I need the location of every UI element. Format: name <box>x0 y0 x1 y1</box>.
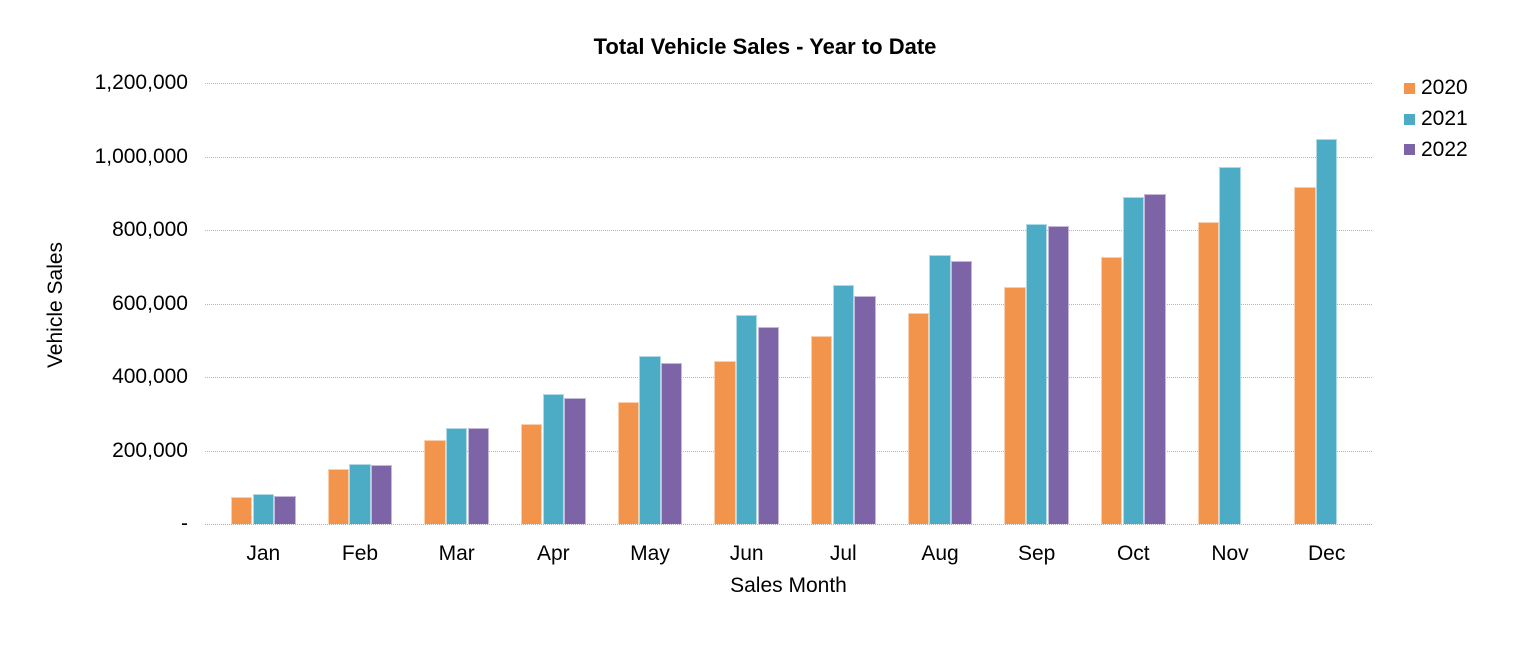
y-tick-label: 1,000,000 <box>94 144 188 168</box>
bar-2021-may <box>639 356 661 524</box>
bar-2022-may <box>660 363 683 524</box>
chart-title: Total Vehicle Sales - Year to Date <box>593 34 937 59</box>
bar-2021-dec <box>1315 138 1338 524</box>
y-tick-label: 400,000 <box>112 365 188 388</box>
bar-2021-sep <box>1025 223 1048 524</box>
x-tick-label-may: May <box>630 542 670 565</box>
bar-2022-jan <box>274 496 296 524</box>
x-tick-label-apr: Apr <box>536 542 570 565</box>
x-tick-label-feb: Feb <box>341 542 379 565</box>
bar-2021-aug <box>929 254 951 524</box>
bar-2021-jun <box>735 315 758 524</box>
legend-item-2022: 2022 <box>1404 134 1468 165</box>
bar-2020-jun <box>714 361 736 524</box>
legend-label: 2022 <box>1421 137 1468 161</box>
y-tick-label: 600,000 <box>112 291 188 315</box>
y-tick-label: 200,000 <box>112 438 188 462</box>
x-tick-label-jul: Jul <box>829 542 857 565</box>
bar-2021-jul <box>832 285 855 524</box>
gridline <box>205 450 1372 452</box>
bar-2022-jun <box>757 327 780 524</box>
legend-item-2021: 2021 <box>1404 104 1468 135</box>
bar-2022-jul <box>854 296 876 524</box>
x-tick-label-oct: Oct <box>1116 542 1150 565</box>
bar-2022-apr <box>564 397 586 524</box>
bar-2020-apr <box>520 424 543 524</box>
legend-label: 2020 <box>1421 76 1468 100</box>
bar-2021-mar <box>445 428 468 524</box>
bar-2020-dec <box>1294 187 1316 524</box>
bar-2021-feb <box>349 464 371 524</box>
bar-2020-nov <box>1197 222 1220 524</box>
gridline <box>205 303 1372 305</box>
x-tick-label-jun: Jun <box>729 542 764 565</box>
bar-2022-feb <box>370 465 393 524</box>
x-tick-label-mar: Mar <box>438 542 475 565</box>
x-axis-title: Sales Month <box>730 574 847 597</box>
bar-2021-jan <box>252 494 275 524</box>
gridline <box>205 230 1372 231</box>
gridline <box>205 83 1372 84</box>
bar-2021-nov <box>1219 167 1241 524</box>
legend-swatch-icon <box>1404 82 1415 94</box>
legend: 2020 2021 2022 <box>1404 73 1468 165</box>
y-tick-label: 1,200,000 <box>94 71 188 94</box>
x-tick-label-aug: Aug <box>921 542 959 565</box>
legend-label: 2021 <box>1421 107 1468 131</box>
x-tick-label-nov: Nov <box>1211 542 1249 565</box>
bar-2020-feb <box>327 468 350 524</box>
bar-2020-oct <box>1100 256 1123 524</box>
bar-2022-oct <box>1144 194 1166 524</box>
bar-2020-jan <box>230 497 253 524</box>
legend-swatch-icon <box>1404 113 1415 125</box>
legend-item-2020: 2020 <box>1404 73 1468 104</box>
bar-2020-mar <box>424 439 446 524</box>
bar-2020-aug <box>907 313 930 524</box>
x-axis-line <box>205 524 1372 525</box>
bar-2022-sep <box>1047 225 1070 524</box>
bar-2022-aug <box>950 260 973 524</box>
bar-2021-oct <box>1122 196 1145 524</box>
y-tick-label: - <box>181 512 188 535</box>
legend-swatch-icon <box>1404 144 1415 156</box>
x-tick-label-sep: Sep <box>1018 542 1056 565</box>
bar-2020-sep <box>1004 287 1026 524</box>
y-tick-label: 800,000 <box>112 218 188 241</box>
x-tick-label-jan: Jan <box>246 542 281 565</box>
gridline <box>205 156 1372 158</box>
bar-2020-may <box>617 402 640 524</box>
bar-2021-apr <box>542 393 565 524</box>
gridline <box>205 377 1372 378</box>
bar-2022-mar <box>467 428 490 524</box>
bar-2020-jul <box>810 335 833 524</box>
x-tick-label-dec: Dec <box>1308 542 1346 565</box>
